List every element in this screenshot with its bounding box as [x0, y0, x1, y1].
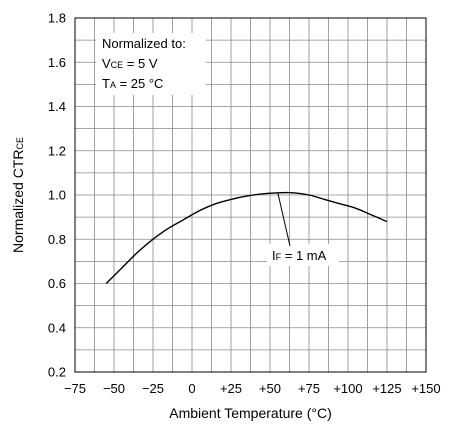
- y-tick-label: 0.8: [48, 232, 66, 247]
- annotation-ta: TA = 25 °C: [102, 76, 163, 91]
- vce-value: = 5 V: [123, 56, 158, 71]
- y-tick-label: 0.6: [48, 276, 66, 291]
- y-axis-title-subscript: CE: [15, 137, 25, 150]
- y-tick-label: 1.6: [48, 55, 66, 70]
- x-tick-label: +75: [298, 381, 320, 396]
- ta-subscript: A: [110, 80, 116, 90]
- x-tick-label: 0: [188, 381, 195, 396]
- annotation-normalized-title: Normalized to:: [102, 36, 186, 51]
- y-tick-label: 1.0: [48, 188, 66, 203]
- x-tick-label: −25: [142, 381, 164, 396]
- if-value: = 1 mA: [281, 248, 326, 263]
- series-line-if-1ma: [105, 191, 388, 284]
- series-label-pointer: [277, 192, 291, 247]
- y-tick-label: 0.2: [48, 365, 66, 380]
- ta-symbol: T: [102, 76, 110, 91]
- annotation-vce: VCE = 5 V: [102, 56, 158, 71]
- plot-border: [74, 17, 427, 373]
- ta-value: = 25 °C: [116, 76, 163, 91]
- y-axis-title-main: Normalized CTR: [10, 150, 26, 253]
- y-axis-ticks: 0.2 0.4 0.6 0.8 1.0 1.2 1.4 1.6 1.8: [48, 11, 66, 380]
- if-subscript: F: [276, 252, 282, 262]
- x-tick-label: −75: [64, 381, 86, 396]
- x-tick-label: +50: [259, 381, 281, 396]
- x-tick-label: +125: [372, 381, 401, 396]
- y-tick-label: 1.4: [48, 99, 66, 114]
- y-tick-label: 1.2: [48, 143, 66, 158]
- x-axis-ticks: −75 −50 −25 0 +25 +50 +75 +100 +125 +150: [64, 381, 441, 396]
- y-tick-label: 0.4: [48, 320, 66, 335]
- if-symbol: I: [272, 248, 276, 263]
- series-label-if: IF = 1 mA: [272, 248, 327, 263]
- y-axis-title: Normalized CTRCE: [10, 137, 26, 253]
- vce-symbol: V: [102, 56, 111, 71]
- x-tick-label: +100: [333, 381, 362, 396]
- x-tick-label: +150: [411, 381, 440, 396]
- x-tick-label: −50: [103, 381, 125, 396]
- series-label-background: [267, 244, 339, 266]
- x-axis-title: Ambient Temperature (°C): [169, 405, 332, 421]
- y-tick-label: 1.8: [48, 11, 66, 26]
- annotation-box-background: [96, 33, 206, 95]
- x-tick-label: +25: [220, 381, 242, 396]
- vce-subscript: CE: [111, 60, 124, 70]
